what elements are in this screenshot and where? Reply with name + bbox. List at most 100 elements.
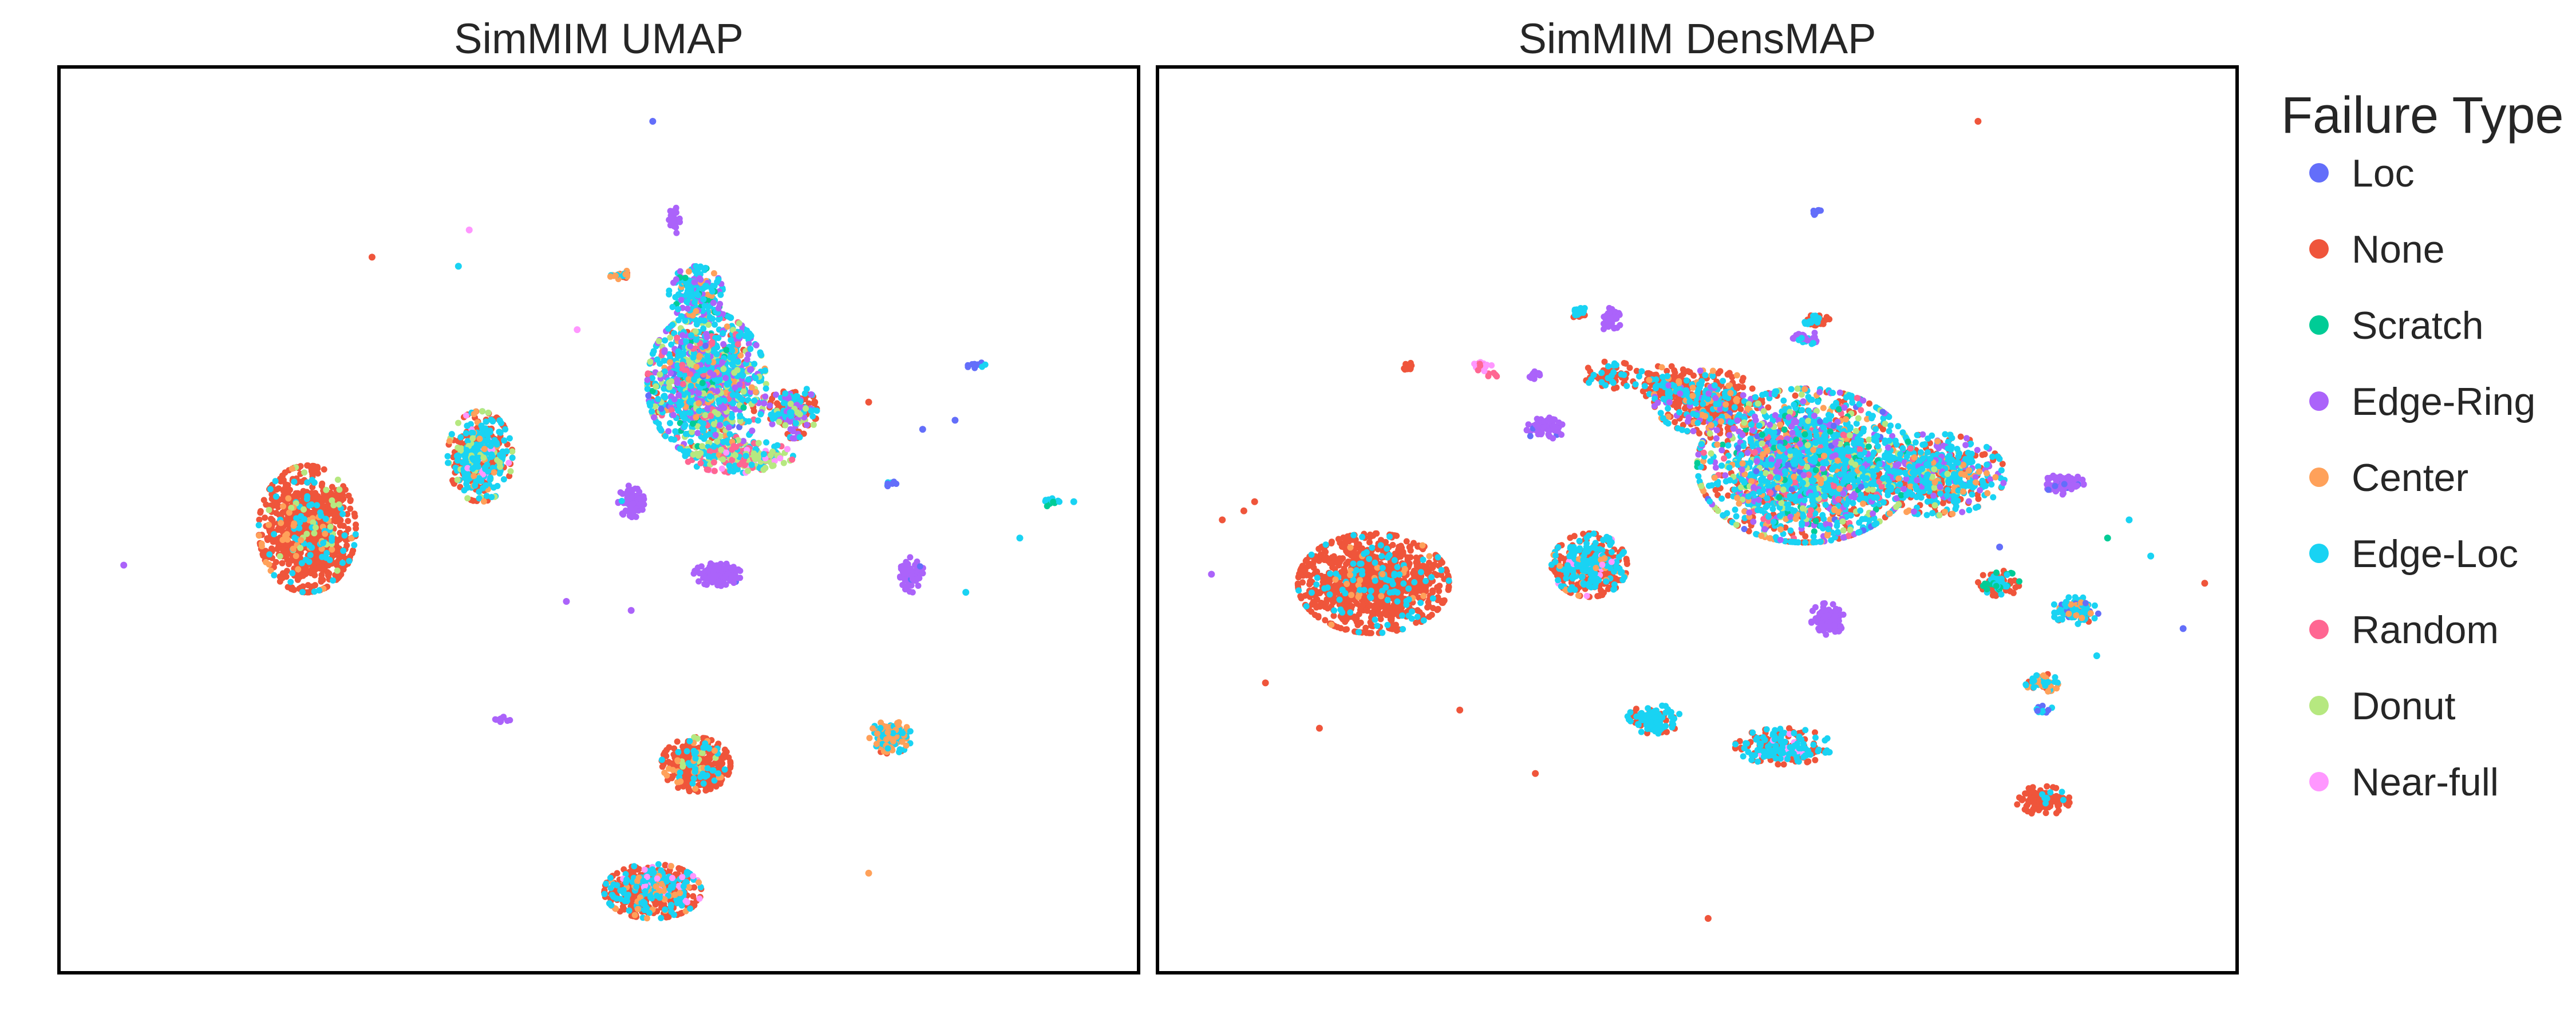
point-near-full <box>696 895 703 902</box>
point-donut <box>323 486 330 493</box>
point-center <box>634 906 641 913</box>
point-edge-loc <box>687 438 694 445</box>
point-loc <box>893 481 900 487</box>
point-near-full <box>690 873 697 880</box>
point-none <box>309 466 316 473</box>
point-none <box>351 510 358 517</box>
point-edge-ring <box>803 422 810 429</box>
point-edge-loc <box>675 748 682 755</box>
point-center <box>711 747 718 754</box>
point-edge-loc <box>758 351 765 358</box>
point-center <box>866 735 873 742</box>
point-loc <box>971 360 978 367</box>
point-edge-loc <box>461 471 468 478</box>
point-center <box>298 537 305 544</box>
point-edge-loc <box>700 744 707 751</box>
point-donut <box>469 435 476 442</box>
point-edge-loc <box>687 905 694 912</box>
point-edge-loc <box>272 478 279 485</box>
point-random <box>730 443 737 450</box>
point-edge-loc <box>1056 498 1063 505</box>
outlier-point-none <box>811 398 819 406</box>
point-edge-loc <box>665 325 672 332</box>
point-edge-ring <box>753 342 760 348</box>
point-edge-loc <box>607 874 614 881</box>
point-center <box>329 546 335 553</box>
point-edge-loc <box>877 724 884 731</box>
point-donut <box>657 371 663 378</box>
point-edge-loc <box>675 352 682 359</box>
point-edge-loc <box>739 397 746 403</box>
point-edge-ring <box>617 489 624 496</box>
point-none <box>345 492 352 499</box>
point-edge-loc <box>485 468 491 475</box>
point-edge-loc <box>341 532 348 539</box>
point-random <box>711 468 718 474</box>
point-edge-loc <box>291 478 298 485</box>
point-edge-loc <box>787 409 793 416</box>
point-edge-loc <box>690 354 697 361</box>
point-center <box>693 308 700 315</box>
point-none <box>280 547 287 554</box>
point-donut <box>803 405 809 412</box>
outlier-point-none <box>368 253 376 261</box>
point-edge-ring <box>629 514 635 521</box>
point-center <box>481 446 488 453</box>
point-none <box>268 545 275 552</box>
point-donut <box>732 452 738 458</box>
point-none <box>331 512 338 518</box>
point-edge-ring <box>715 305 722 312</box>
point-edge-ring <box>687 343 693 350</box>
point-center <box>491 469 497 476</box>
point-donut <box>754 454 761 461</box>
point-none <box>321 466 327 473</box>
point-edge-loc <box>745 418 752 425</box>
point-edge-loc <box>702 773 709 780</box>
point-edge-loc <box>640 898 647 905</box>
point-center <box>631 912 638 918</box>
point-edge-loc <box>478 478 485 485</box>
point-edge-loc <box>624 898 630 904</box>
point-edge-loc <box>681 423 688 430</box>
point-edge-ring <box>808 391 815 398</box>
outlier-point-edge-loc <box>1070 498 1077 505</box>
point-edge-loc <box>681 448 688 455</box>
point-none <box>675 785 682 791</box>
point-edge-loc <box>796 434 803 441</box>
point-edge-loc <box>720 330 726 336</box>
point-edge-loc <box>809 413 816 419</box>
point-edge-loc <box>686 398 693 405</box>
point-edge-ring <box>673 229 680 236</box>
point-scratch <box>1050 498 1057 505</box>
point-edge-loc <box>307 552 314 558</box>
point-edge-loc <box>688 287 694 294</box>
point-none <box>674 738 681 745</box>
point-edge-loc <box>255 522 262 529</box>
point-edge-ring <box>620 511 627 518</box>
point-edge-loc <box>662 906 669 913</box>
point-edge-ring <box>636 495 643 502</box>
point-edge-ring <box>699 571 706 577</box>
point-center <box>677 778 684 785</box>
point-donut <box>787 401 794 407</box>
point-edge-loc <box>346 557 353 564</box>
point-loc <box>965 362 971 369</box>
outlier-point-loc <box>951 417 959 424</box>
point-edge-ring <box>762 393 769 400</box>
point-edge-loc <box>658 427 665 434</box>
point-edge-ring <box>916 575 923 581</box>
point-edge-loc <box>649 408 655 415</box>
point-edge-loc <box>701 302 708 309</box>
point-edge-loc <box>614 882 621 889</box>
point-random <box>679 362 686 369</box>
point-edge-loc <box>683 338 689 345</box>
point-edge-loc <box>740 373 746 379</box>
point-edge-loc <box>693 291 700 298</box>
point-edge-loc <box>757 411 764 418</box>
point-none <box>318 576 325 582</box>
point-edge-loc <box>711 346 718 353</box>
point-edge-loc <box>668 909 675 915</box>
point-edge-loc <box>675 306 681 312</box>
point-donut <box>329 497 335 504</box>
point-center <box>653 883 659 890</box>
